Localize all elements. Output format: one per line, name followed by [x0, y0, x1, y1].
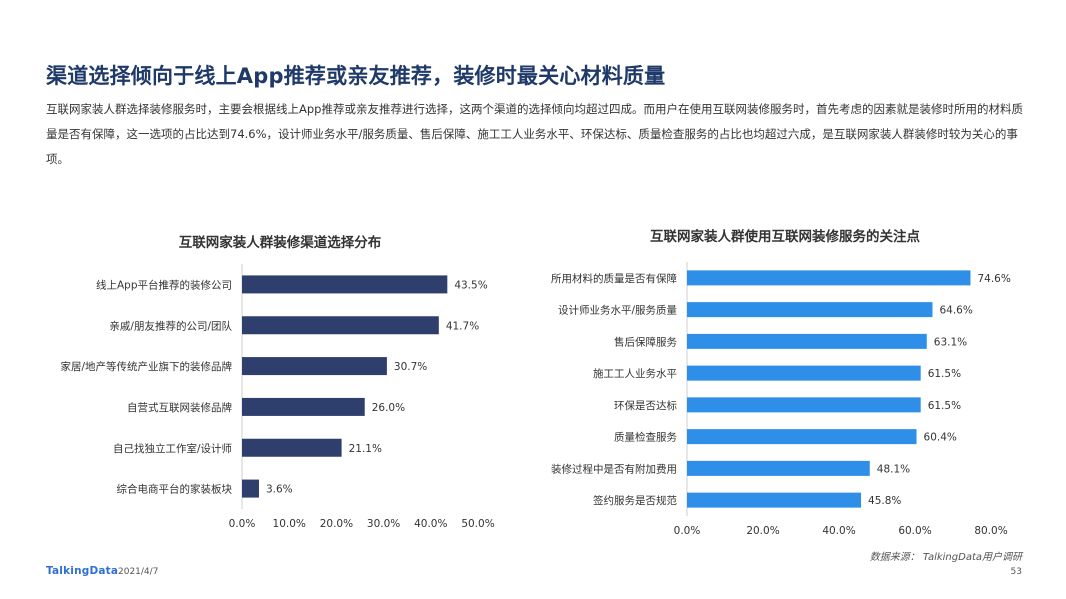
- x-tick-label: 50.0%: [461, 518, 494, 530]
- data-label: 74.6%: [977, 273, 1010, 285]
- page-description: 互联网家装人群选择装修服务时，主要会根据线上App推荐或亲友推荐进行选择，这两个…: [46, 102, 1023, 166]
- x-tick-label: 0.0%: [229, 518, 256, 530]
- data-label: 61.5%: [928, 400, 961, 412]
- x-tick-label: 30.0%: [367, 518, 400, 530]
- x-tick-label: 80.0%: [974, 525, 1007, 537]
- data-label: 26.0%: [372, 402, 405, 414]
- bar: [242, 316, 439, 335]
- x-tick-label: 0.0%: [674, 525, 701, 537]
- data-label: 21.1%: [349, 443, 382, 455]
- data-label: 3.6%: [266, 484, 293, 496]
- data-label: 61.5%: [928, 368, 961, 380]
- bar: [687, 365, 921, 381]
- x-tick-label: 40.0%: [414, 518, 447, 530]
- bar: [242, 479, 259, 498]
- category-label: 质量检查服务: [614, 431, 677, 444]
- category-label: 环保是否达标: [614, 399, 677, 412]
- bar: [687, 492, 862, 508]
- data-source: 数据来源： TalkingData用户调研: [869, 552, 1022, 563]
- bar: [687, 302, 933, 318]
- bar: [242, 397, 365, 416]
- x-tick-label: 10.0%: [273, 518, 306, 530]
- data-label: 48.1%: [877, 463, 910, 475]
- data-label: 45.8%: [868, 495, 901, 507]
- x-tick-label: 20.0%: [746, 525, 779, 537]
- bar: [242, 275, 448, 294]
- page-number: 53: [1010, 567, 1022, 577]
- data-label: 63.1%: [934, 336, 967, 348]
- left-chart-title: 互联网家装人群装修渠道选择分布: [178, 235, 382, 251]
- category-label: 线上App平台推荐的装修公司: [96, 278, 232, 291]
- category-label: 施工工人业务水平: [593, 367, 677, 380]
- category-label: 家居/地产等传统产业旗下的装修品牌: [60, 360, 232, 373]
- bar: [242, 438, 342, 457]
- data-label: 30.7%: [394, 361, 427, 373]
- x-tick-label: 20.0%: [320, 518, 353, 530]
- category-label: 设计师业务水平/服务质量: [558, 304, 678, 317]
- talkingdata-logo: TalkingData: [46, 565, 119, 577]
- bar: [687, 270, 971, 286]
- bar: [687, 397, 921, 413]
- category-label: 自营式互联网装修品牌: [127, 401, 232, 414]
- x-tick-label: 60.0%: [898, 525, 931, 537]
- x-tick-label: 40.0%: [822, 525, 855, 537]
- right-chart-title: 互联网家装人群使用互联网装修服务的关注点: [650, 229, 920, 245]
- report-date: 2021/4/7: [118, 567, 159, 577]
- data-label: 41.7%: [446, 320, 479, 332]
- category-label: 自己找独立工作室/设计师: [113, 442, 232, 455]
- category-label: 亲戚/朋友推荐的公司/团队: [109, 319, 232, 332]
- data-label: 43.5%: [454, 279, 487, 291]
- category-label: 装修过程中是否有附加费用: [551, 462, 677, 475]
- data-label: 60.4%: [924, 432, 957, 444]
- category-label: 签约服务是否规范: [593, 494, 677, 507]
- bar: [687, 460, 870, 476]
- page-title: 渠道选择倾向于线上App推荐或亲友推荐，装修时最关心材料质量: [46, 64, 666, 88]
- category-label: 售后保障服务: [614, 335, 677, 348]
- bar: [687, 429, 917, 445]
- bar: [242, 357, 387, 376]
- category-label: 所用材料的质量是否有保障: [551, 272, 677, 285]
- category-label: 综合电商平台的家装板块: [117, 483, 233, 496]
- data-label: 64.6%: [939, 305, 972, 317]
- bar: [687, 333, 927, 349]
